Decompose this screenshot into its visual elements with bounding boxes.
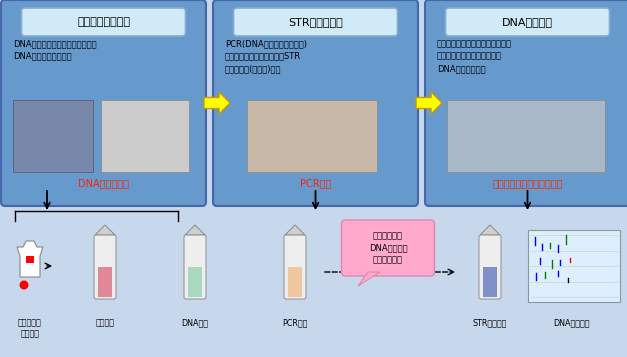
FancyBboxPatch shape (13, 100, 93, 172)
FancyBboxPatch shape (425, 0, 627, 206)
FancyBboxPatch shape (446, 8, 609, 36)
Polygon shape (416, 92, 442, 114)
Polygon shape (285, 225, 305, 235)
Text: DNA抽出キット: DNA抽出キット (78, 178, 129, 188)
FancyBboxPatch shape (528, 230, 620, 302)
Text: 資料の採取・抽出: 資料の採取・抽出 (77, 17, 130, 27)
FancyBboxPatch shape (233, 8, 398, 36)
Text: フラグメントアナライザー: フラグメントアナライザー (492, 178, 563, 188)
Text: 資料採取・
切り出し: 資料採取・ 切り出し (18, 318, 42, 338)
Text: 加熱等により
DNA型を分析
しやすくする: 加熱等により DNA型を分析 しやすくする (369, 232, 408, 264)
FancyBboxPatch shape (247, 100, 377, 172)
FancyBboxPatch shape (101, 100, 189, 172)
FancyBboxPatch shape (98, 267, 112, 297)
FancyBboxPatch shape (188, 267, 202, 297)
Text: PCR装置: PCR装置 (300, 178, 331, 188)
Text: フラグメントアナライザーと呼ば
れる自動分析装置を用いて、
DNA型を判定する: フラグメントアナライザーと呼ば れる自動分析装置を用いて、 DNA型を判定する (437, 39, 512, 73)
Polygon shape (17, 241, 43, 277)
Circle shape (19, 281, 28, 290)
FancyBboxPatch shape (184, 235, 206, 299)
FancyBboxPatch shape (213, 0, 418, 206)
FancyBboxPatch shape (479, 235, 501, 299)
FancyBboxPatch shape (21, 8, 186, 36)
FancyBboxPatch shape (284, 235, 306, 299)
FancyBboxPatch shape (288, 267, 302, 297)
Polygon shape (95, 225, 115, 235)
FancyBboxPatch shape (94, 235, 116, 299)
Polygon shape (204, 92, 230, 114)
Text: DNA溶液: DNA溶液 (181, 318, 209, 327)
Polygon shape (185, 225, 205, 235)
Text: PCR(DNA合成酵素連鎖反応)
装置を用い、検査に必要なSTR
部分を増幅(コピー)する: PCR(DNA合成酵素連鎖反応) 装置を用い、検査に必要なSTR 部分を増幅(コ… (225, 39, 307, 73)
Text: DNA型の判定: DNA型の判定 (554, 318, 590, 327)
FancyBboxPatch shape (26, 256, 34, 263)
FancyBboxPatch shape (483, 267, 497, 297)
FancyBboxPatch shape (1, 0, 206, 206)
FancyBboxPatch shape (342, 220, 435, 276)
Polygon shape (480, 225, 500, 235)
Text: DNA型の判定: DNA型の判定 (502, 17, 553, 27)
Text: PCR産物: PCR産物 (282, 318, 308, 327)
Text: STR分析溶液: STR分析溶液 (473, 318, 507, 327)
Polygon shape (358, 272, 380, 286)
Text: 抽出準備: 抽出準備 (95, 318, 115, 327)
Text: DNA抽出キットにより、資料から
DNAを精製・抽出する: DNA抽出キットにより、資料から DNAを精製・抽出する (13, 39, 97, 60)
FancyBboxPatch shape (447, 100, 605, 172)
Text: STR部分の増幅: STR部分の増幅 (288, 17, 343, 27)
